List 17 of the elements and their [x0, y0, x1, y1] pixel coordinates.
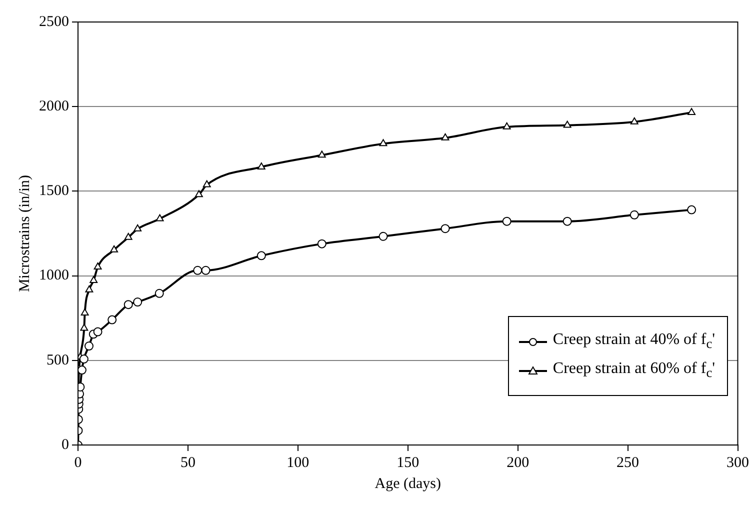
y-tick-label: 500 [46, 352, 69, 368]
y-tick-label: 1500 [39, 183, 69, 200]
y-axis-title: Microstrains (in/in) [16, 174, 33, 292]
x-tick-label: 100 [286, 454, 310, 471]
legend-label: Creep strain at 40% of f$_{c}$' [552, 331, 715, 352]
x-tick-label: 150 [396, 454, 420, 471]
legend-label: Creep strain at 60% of f$_{c}$' [552, 360, 715, 382]
x-tick-label: 0 [74, 454, 82, 471]
x-tick-label: 200 [506, 454, 530, 471]
x-tick-label: 250 [616, 454, 640, 471]
x-axis-title: Age (days) [374, 476, 441, 492]
y-tick-label: 2000 [39, 98, 69, 115]
x-tick-label: 50 [180, 454, 196, 471]
y-tick-label: 0 [62, 436, 69, 453]
y-tick-label: 2500 [39, 14, 69, 30]
x-tick-label: 300 [726, 454, 749, 471]
y-tick-label: 1000 [39, 268, 69, 284]
